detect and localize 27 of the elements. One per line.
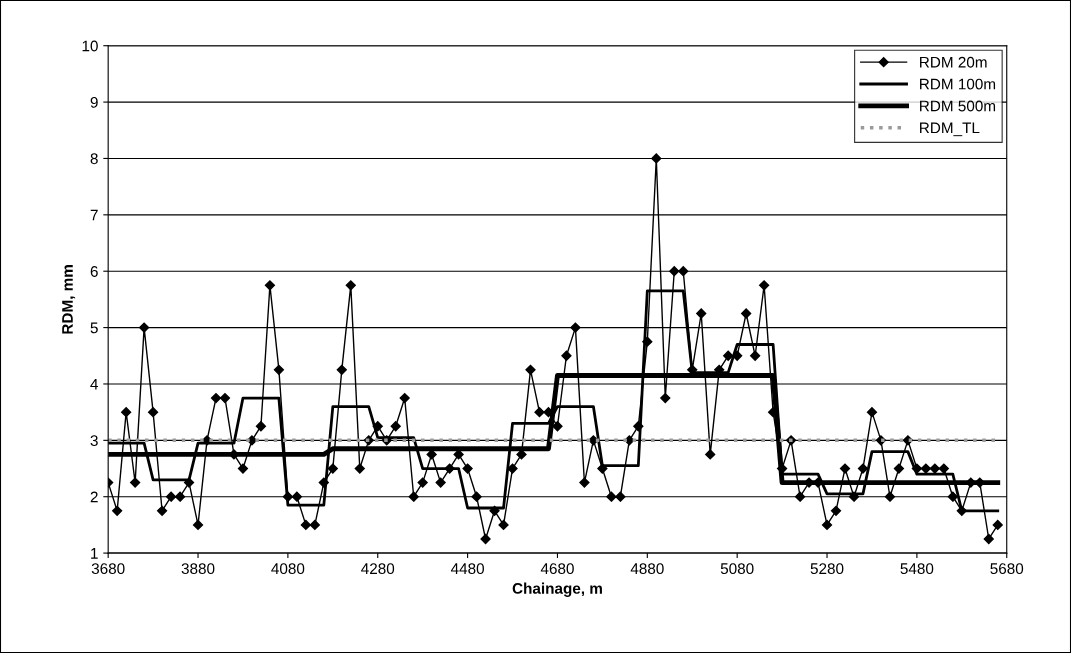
x-tick-label: 4680	[540, 563, 574, 575]
y-tick-label: 6	[90, 266, 98, 277]
x-tick-label: 3680	[91, 563, 125, 575]
x-axis-title: Chainage, m	[512, 582, 602, 597]
y-tick-label: 8	[90, 153, 98, 165]
y-tick-label: 9	[90, 96, 98, 108]
x-tick-label: 4880	[630, 563, 664, 575]
legend-label: RDM 20m	[920, 56, 987, 68]
y-tick-label: 2	[90, 491, 98, 503]
y-tick-label: 7	[90, 209, 98, 221]
y-tick-label: 3	[90, 435, 98, 447]
legend-label: RDM 100m	[920, 78, 996, 90]
y-tick-label: 1	[91, 548, 98, 559]
x-tick-label: 3880	[181, 563, 215, 575]
x-tick-label: 5280	[810, 563, 844, 575]
legend-label: RDM_TL	[920, 122, 980, 137]
y-tick-label: 10	[82, 40, 98, 52]
x-tick-label: 4480	[450, 563, 484, 575]
x-tick-label: 4280	[361, 563, 395, 575]
x-tick-label: 5080	[720, 563, 754, 575]
x-tick-label: 5680	[990, 563, 1024, 575]
x-tick-label: 5480	[900, 563, 934, 575]
y-axis-title: RDM, mm	[62, 265, 76, 334]
legend-label: RDM 500m	[920, 100, 996, 112]
x-tick-label: 4080	[271, 563, 305, 575]
y-tick-label: 4	[90, 378, 98, 390]
y-tick-label: 5	[90, 322, 98, 334]
